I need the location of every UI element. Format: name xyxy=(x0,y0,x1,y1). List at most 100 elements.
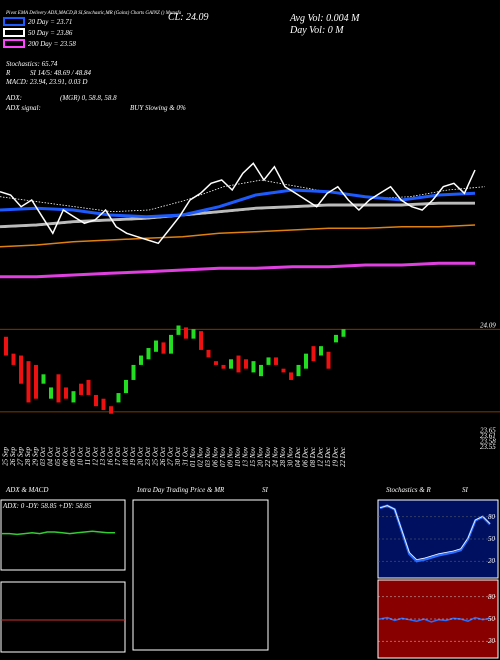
panel-title: SI xyxy=(262,486,269,494)
candle xyxy=(116,393,121,403)
candle xyxy=(161,342,166,354)
adx-panel xyxy=(0,499,126,571)
intraday-panel xyxy=(132,499,269,651)
candle xyxy=(169,334,173,354)
adx-signal-label: ADX signal: xyxy=(5,104,41,112)
rsi-tick: 50 xyxy=(488,615,496,623)
date-label: 18 Oct xyxy=(122,446,130,466)
date-label: 30 Nov xyxy=(287,446,295,468)
date-label: 30 Oct xyxy=(174,446,182,467)
date-label: 09 Nov xyxy=(227,446,235,467)
candle xyxy=(184,327,188,339)
candle xyxy=(334,334,338,343)
candle xyxy=(221,364,226,369)
indicator: SI 14/5: 48.69 / 48.84 xyxy=(30,69,92,77)
candle xyxy=(56,374,61,403)
panel-title: SI xyxy=(462,486,469,494)
candle xyxy=(4,336,8,356)
legend-text: 20 Day = 23.71 xyxy=(28,18,72,26)
candle xyxy=(274,357,278,365)
candle xyxy=(146,348,151,360)
candle xyxy=(206,349,211,358)
price-line xyxy=(0,162,476,245)
date-label: 13 Nov xyxy=(242,446,250,467)
adx-text: ADX: 0 -DY: 58.85 +DY: 58.85 xyxy=(2,502,92,510)
candle xyxy=(26,361,31,403)
candle xyxy=(214,361,218,365)
date-label: 03 Oct xyxy=(39,446,47,466)
date-label: 04 Oct xyxy=(47,446,55,466)
candle xyxy=(341,329,346,337)
date-label: 04 Dec xyxy=(294,446,302,467)
ma100-line xyxy=(0,224,476,248)
candle xyxy=(94,394,98,407)
date-label: 06 Dec xyxy=(302,446,310,467)
level-label: 23.65 xyxy=(480,427,496,435)
candle xyxy=(131,364,136,380)
date-label: 28 Nov xyxy=(279,446,287,467)
adx-value: (MGR) 0, 58.8, 58.8 xyxy=(60,94,117,102)
date-label: 22 Dec xyxy=(339,446,347,467)
level-label: 23.61 xyxy=(480,432,496,440)
date-label: 19 Oct xyxy=(129,446,137,466)
adx-label: ADX: xyxy=(5,94,22,102)
date-label: 10 Oct xyxy=(77,446,85,466)
date-label: 06 Nov xyxy=(212,446,220,467)
level-label: 23.58 xyxy=(480,438,496,446)
candle xyxy=(154,340,158,352)
date-label: 05 Oct xyxy=(54,446,62,466)
date-label: 01 Nov xyxy=(189,446,197,467)
ma20-line xyxy=(0,188,476,219)
ma20-dotted xyxy=(0,179,486,213)
date-label: 31 Oct xyxy=(182,446,190,467)
date-label: 24 Nov xyxy=(272,446,280,467)
candle xyxy=(139,355,143,365)
date-label: 26 Sep xyxy=(9,447,17,466)
legend-swatch xyxy=(3,39,25,48)
date-label: 10 Nov xyxy=(234,446,242,467)
adx-line xyxy=(2,530,115,536)
date-label: 17 Oct xyxy=(114,446,122,466)
date-label: 08 Dec xyxy=(309,446,317,467)
ma50-inner xyxy=(0,204,475,230)
date-label: 20 Oct xyxy=(137,446,145,466)
date-label: 13 Oct xyxy=(99,446,107,466)
legend-text: 200 Day = 23.58 xyxy=(28,40,76,48)
rsi-tick: 20 xyxy=(488,637,496,645)
candle xyxy=(176,325,181,335)
candle xyxy=(34,364,38,399)
indicator: Stochastics: 65.74 xyxy=(6,60,58,68)
stoch-tick: 80 xyxy=(488,513,496,521)
candle xyxy=(251,361,256,373)
candle xyxy=(19,355,23,384)
candle xyxy=(11,353,16,365)
candle xyxy=(199,331,203,350)
candle xyxy=(266,357,271,365)
candle xyxy=(229,359,233,369)
date-label: 15 Dec xyxy=(324,446,332,467)
date-label: 22 Nov xyxy=(264,446,272,467)
candle xyxy=(191,329,196,339)
candle xyxy=(326,351,331,369)
candle xyxy=(64,387,68,399)
panel-title: ADX & MACD xyxy=(5,486,48,494)
level-label: 23.55 xyxy=(480,443,496,451)
date-label: 25 Sep xyxy=(2,447,10,466)
close-price: CL: 24.09 xyxy=(168,12,209,23)
macd-panel xyxy=(0,581,126,653)
candle xyxy=(49,387,53,399)
legend-swatch xyxy=(3,28,25,37)
adx-signal: BUY Slowing & 0% xyxy=(130,104,186,112)
candle xyxy=(86,379,91,395)
header-title: Pivot EMA Delivery ADX,MACD,B SI,Stochas… xyxy=(5,11,182,16)
candle xyxy=(71,391,76,403)
stoch-signal xyxy=(379,505,491,561)
avg-vol: Avg Vol: 0.004 M xyxy=(289,13,360,24)
date-label: 12 Oct xyxy=(92,446,100,466)
date-label: 06 Oct xyxy=(62,446,70,466)
candle xyxy=(281,368,286,373)
candle xyxy=(124,379,128,394)
date-label: 19 Dec xyxy=(332,446,340,467)
date-label: 16 Oct xyxy=(107,446,115,466)
date-label: 26 Oct xyxy=(159,446,167,466)
